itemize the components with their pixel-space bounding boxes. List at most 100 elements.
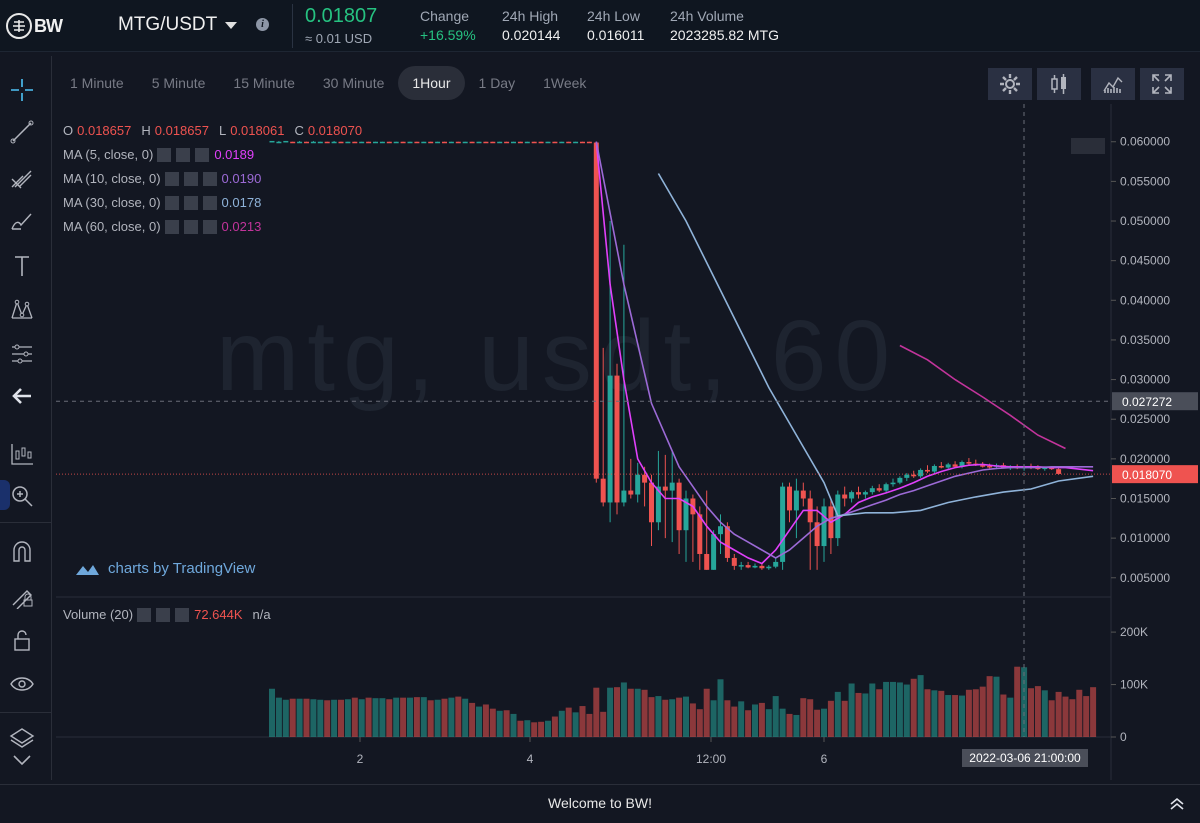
tab-1-day[interactable]: 1 Day: [478, 75, 516, 91]
candle-body: [407, 141, 413, 144]
chevron-down-icon[interactable]: [6, 748, 38, 772]
ma-line: [899, 344, 1066, 450]
candle-body: [366, 141, 372, 144]
eye-icon[interactable]: [6, 668, 38, 700]
candle-body: [511, 141, 516, 144]
volume-bar: [641, 689, 648, 737]
candle-body: [552, 141, 558, 144]
text-icon[interactable]: [6, 250, 38, 282]
eye-icon[interactable]: [164, 195, 179, 210]
chart-area[interactable]: mtg, usdt, 60 0.060000 0.055000 0.050000 0.…: [56, 104, 1200, 780]
trend-line-icon[interactable]: [6, 116, 38, 148]
candle-body: [842, 494, 848, 499]
candle-body: [793, 490, 799, 511]
volume-bar: [765, 709, 772, 737]
candle-body: [448, 141, 454, 144]
gear-icon[interactable]: [183, 171, 198, 186]
volume-bar: [469, 702, 476, 737]
eye-icon[interactable]: [164, 171, 179, 186]
price-chart[interactable]: 0.060000 0.055000 0.050000 0.045000 0.040000…: [56, 104, 1200, 780]
volume-bar: [289, 698, 296, 737]
volume-bar: [807, 699, 814, 737]
last-price-label: 0.018070: [1122, 468, 1172, 482]
eye-icon[interactable]: [164, 219, 179, 234]
tab-1-week[interactable]: 1Week: [543, 75, 587, 91]
ohlc-low-key: L: [218, 123, 227, 138]
candle-body: [635, 474, 641, 495]
volume-bar: [959, 695, 965, 737]
settings-icon[interactable]: [988, 68, 1032, 100]
candle-body: [704, 553, 710, 570]
stat-value: 0.016011: [587, 27, 645, 43]
stat-label: 24h High: [502, 8, 559, 24]
candle-body: [752, 565, 758, 568]
candle-body: [483, 141, 489, 144]
volume-bar: [890, 681, 896, 737]
close-icon[interactable]: [175, 607, 190, 622]
close-icon[interactable]: [195, 147, 210, 162]
close-icon[interactable]: [202, 219, 217, 234]
crosshair-icon[interactable]: [6, 74, 38, 106]
chevron-up-icon[interactable]: [1170, 797, 1184, 811]
y-tick-label: 0.040000: [1120, 293, 1170, 307]
footer-bar: Welcome to BW!: [0, 784, 1200, 823]
volume-bar: [965, 689, 972, 737]
tradingview-brand[interactable]: charts by TradingView: [74, 560, 255, 577]
back-arrow-icon[interactable]: [6, 380, 38, 412]
candle-body: [649, 482, 654, 523]
magnet-icon[interactable]: [6, 536, 38, 568]
candle-body: [317, 141, 323, 144]
zoom-in-icon[interactable]: [6, 480, 38, 512]
tab-30-minute[interactable]: 30 Minute: [322, 75, 385, 91]
volume-bar: [972, 689, 979, 737]
fullscreen-icon[interactable]: [1140, 68, 1184, 100]
layers-icon[interactable]: [6, 722, 38, 754]
drawing-toolbar: [0, 56, 52, 780]
gear-icon[interactable]: [156, 607, 171, 622]
unlock-icon[interactable]: [6, 624, 38, 656]
measure-icon[interactable]: [6, 338, 38, 370]
volume-bar: [662, 699, 669, 737]
brand-logo[interactable]: BW: [6, 12, 78, 40]
eye-icon[interactable]: [157, 147, 172, 162]
volume-bar: [869, 683, 876, 737]
tradingview-label: charts by TradingView: [108, 560, 256, 577]
volume-bar: [269, 688, 275, 737]
volume-bar: [696, 709, 703, 737]
eye-icon[interactable]: [137, 607, 152, 622]
pattern-icon[interactable]: [6, 294, 38, 326]
gear-icon[interactable]: [176, 147, 191, 162]
volume-bar: [855, 692, 862, 737]
gear-icon[interactable]: [183, 219, 198, 234]
sidebar-expand-tab[interactable]: [0, 480, 10, 510]
stat-value: +16.59%: [420, 27, 476, 43]
candle-type-icon[interactable]: [1037, 68, 1081, 100]
volume-bar: [952, 695, 959, 737]
ohlc-high: 0.018657: [154, 123, 209, 138]
info-icon[interactable]: i: [256, 18, 269, 31]
candle-body: [966, 462, 972, 464]
pair-selector[interactable]: MTG/USDT: [118, 14, 238, 36]
indicators-icon[interactable]: [1091, 68, 1135, 100]
brush-icon[interactable]: [6, 206, 38, 238]
volume-bar: [1028, 688, 1034, 737]
tab-1-hour[interactable]: 1Hour: [398, 66, 465, 100]
ma-value: 0.0213: [221, 219, 262, 234]
volume-bar: [758, 702, 765, 737]
close-icon[interactable]: [202, 171, 217, 186]
y-tick-label: 0.005000: [1120, 571, 1170, 585]
volume-tick-label: 200K: [1120, 625, 1148, 639]
volume-bar: [358, 699, 365, 737]
y-tick-label: 0.045000: [1120, 254, 1170, 268]
tab-15-minute[interactable]: 15 Minute: [233, 75, 295, 91]
candle-body: [580, 141, 585, 144]
volume-bar: [407, 697, 413, 737]
tab-5-minute[interactable]: 5 Minute: [151, 75, 206, 91]
close-icon[interactable]: [202, 195, 217, 210]
volume-bar: [931, 690, 938, 737]
lock-drawing-icon[interactable]: [6, 580, 38, 612]
pitchfork-icon[interactable]: [6, 162, 38, 194]
forecast-icon[interactable]: [6, 438, 38, 470]
tab-1-minute[interactable]: 1 Minute: [70, 75, 124, 91]
gear-icon[interactable]: [183, 195, 198, 210]
